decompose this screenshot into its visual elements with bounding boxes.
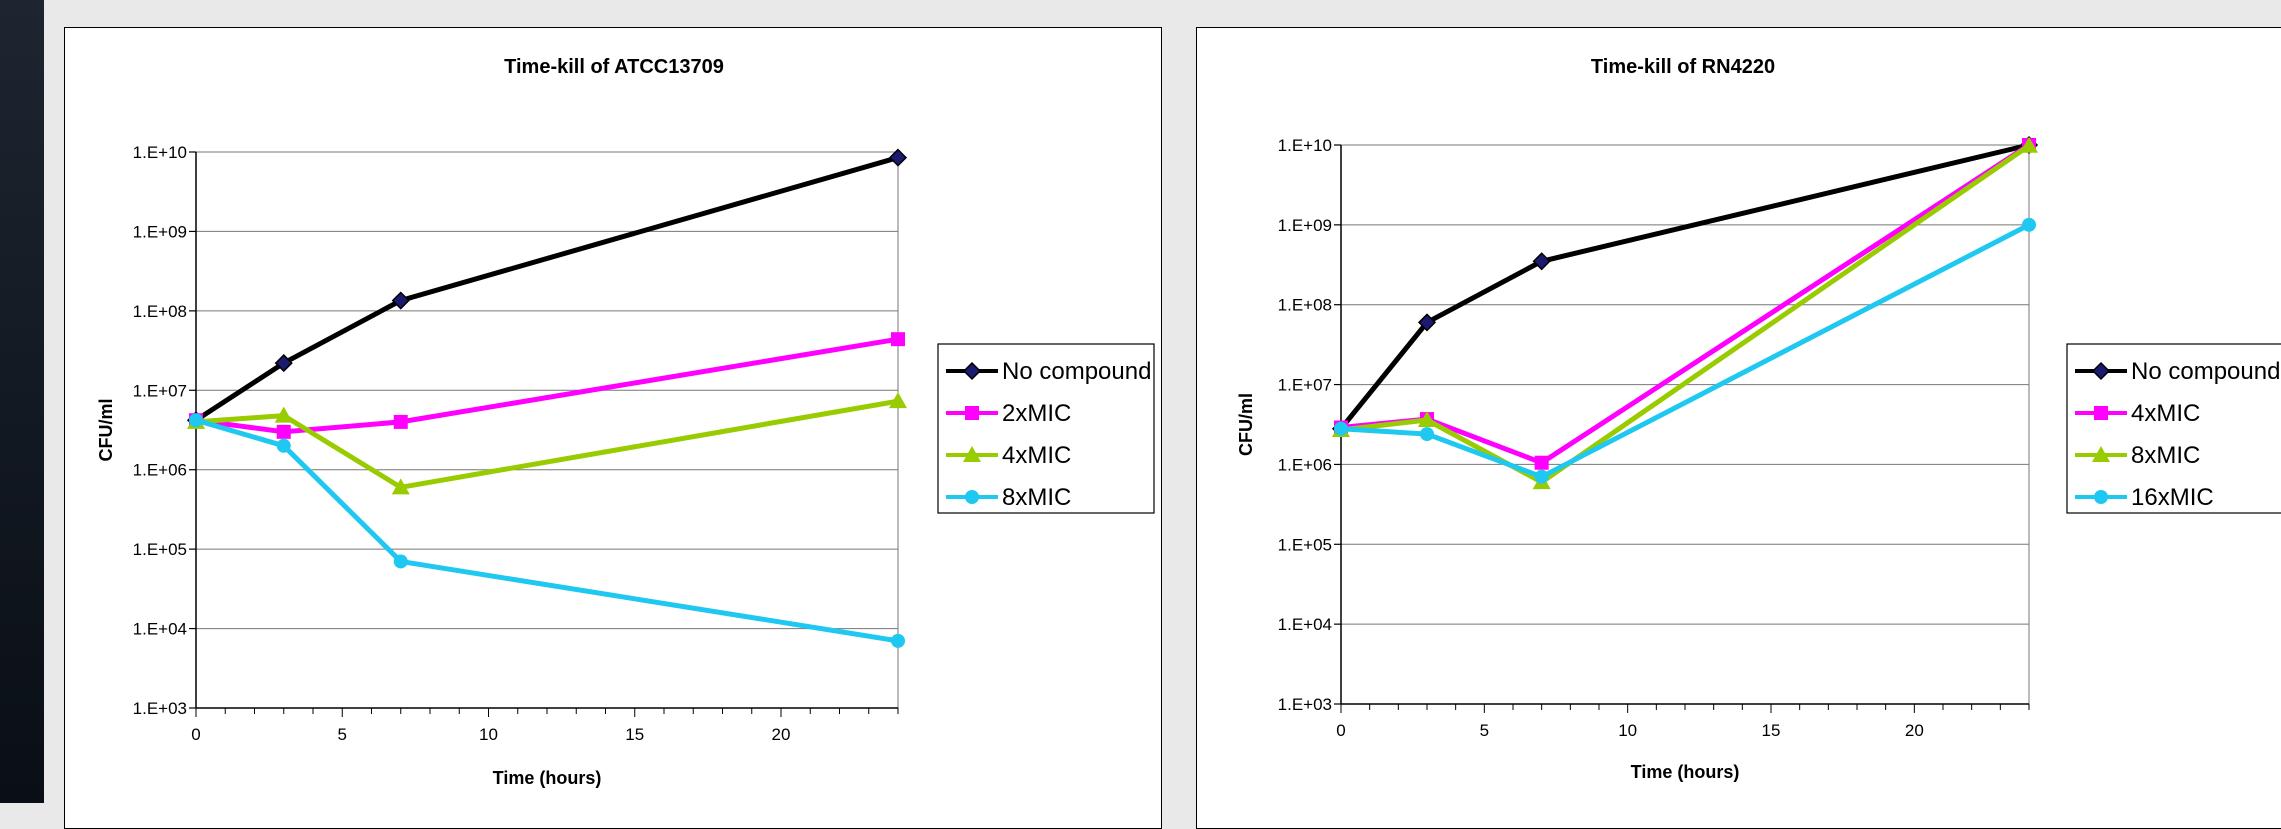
y-tick-label: 1.E+06 — [1278, 455, 1332, 474]
data-point — [274, 354, 293, 373]
x-tick-label: 0 — [191, 725, 200, 744]
legend-marker — [2092, 446, 2110, 462]
x-tick-label: 20 — [772, 725, 791, 744]
series-1 — [186, 148, 908, 430]
series-1 — [1331, 135, 2039, 438]
legend-label: No compound — [2131, 358, 2280, 385]
legend-label: 16xMIC — [2131, 484, 2214, 511]
x-tick-label: 15 — [1762, 721, 1781, 740]
y-tick-label: 1.E+09 — [1278, 216, 1332, 235]
series-line — [194, 155, 899, 423]
series-2 — [1334, 138, 2036, 470]
chart-panel-rn4220: Time-kill of RN4220 1.E+03 1.E+04 1.E+05 1.E… — [1196, 27, 2281, 829]
series-line — [1339, 142, 2030, 431]
legend-marker — [2091, 361, 2111, 381]
chart-title: Time-kill of RN4220 — [1591, 56, 1775, 78]
data-point — [1534, 469, 1549, 484]
y-tick-label: 1.E+04 — [1278, 615, 1332, 634]
dark-background-edge — [0, 0, 44, 803]
y-tick-label: 1.E+05 — [1278, 535, 1332, 554]
series-3 — [187, 392, 907, 495]
y-tick-label: 1.E+10 — [1278, 136, 1332, 155]
y-axis-label: CFU/ml — [1236, 393, 1256, 456]
chart-atcc13709: Time-kill of ATCC13709 1.E+03 1.E+04 1.E+05… — [96, 56, 1155, 788]
data-point — [1418, 411, 1436, 428]
data-point — [1417, 313, 1437, 332]
x-tick-label: 15 — [625, 725, 644, 744]
series-line — [195, 398, 899, 490]
legend-label: 8xMIC — [1002, 484, 1071, 511]
data-point — [1334, 421, 1348, 436]
data-point — [1534, 455, 1549, 470]
x-tick-label: 5 — [1480, 721, 1489, 740]
series-line — [1340, 143, 2031, 485]
legend-label: 4xMIC — [2131, 400, 2200, 427]
data-point — [2020, 136, 2038, 153]
legend-item: 4xMIC — [946, 442, 1071, 469]
data-point — [1420, 427, 1434, 442]
data-point — [888, 148, 908, 167]
legend-item: 8xMIC — [2075, 442, 2200, 469]
series-4 — [189, 413, 905, 648]
legend-marker — [965, 490, 979, 504]
data-point — [1532, 252, 1551, 271]
x-tick-label: 10 — [1618, 721, 1637, 740]
series-line — [1340, 222, 2031, 480]
data-point — [391, 291, 410, 310]
y-tick-label: 1.E+07 — [1278, 376, 1332, 395]
data-point — [2022, 217, 2036, 232]
data-point — [891, 332, 905, 347]
legend: No compound 4xMIC 8xMIC 16xMIC — [2066, 343, 2281, 514]
y-tick-label: 1.E+08 — [1278, 296, 1332, 315]
series-4 — [1334, 217, 2036, 484]
legend-marker — [2094, 490, 2108, 504]
x-tick-label: 0 — [1336, 721, 1345, 740]
legend-item: 16xMIC — [2075, 484, 2214, 511]
legend-marker — [963, 446, 981, 462]
x-axis-label: Time (hours) — [493, 768, 602, 788]
legend-label: 8xMIC — [2131, 442, 2200, 469]
y-tick-label: 1.E+08 — [133, 302, 187, 321]
data-point — [391, 478, 410, 495]
x-tick-label: 5 — [338, 725, 347, 744]
series-line — [1340, 142, 2031, 466]
legend-label: No compound — [1002, 358, 1151, 385]
legend-item: 8xMIC — [946, 484, 1071, 511]
x-tick-label: 10 — [479, 725, 498, 744]
legend-label: 4xMIC — [1002, 442, 1071, 469]
chart-rn4220: Time-kill of RN4220 1.E+03 1.E+04 1.E+05 1.E… — [1236, 56, 2281, 782]
y-tick-label: 1.E+10 — [133, 143, 187, 162]
y-tick-label: 1.E+09 — [133, 222, 187, 241]
y-tick-label: 1.E+06 — [133, 461, 187, 480]
legend-marker — [965, 406, 979, 420]
y-tick-label: 1.E+03 — [1278, 695, 1332, 714]
data-point — [276, 438, 291, 453]
legend: No compound 2xMIC 4xMIC 8xMIC — [937, 343, 1155, 514]
data-point — [889, 392, 907, 409]
legend-item: No compound — [946, 358, 1151, 385]
data-point — [276, 424, 291, 439]
y-tick-label: 1.E+03 — [133, 699, 187, 718]
data-point — [393, 414, 408, 429]
legend-marker — [962, 361, 982, 381]
legend-marker — [2094, 406, 2108, 420]
y-tick-label: 1.E+04 — [133, 620, 187, 639]
data-point — [393, 554, 408, 569]
x-tick-label: 20 — [1905, 721, 1924, 740]
x-axis-label: Time (hours) — [1631, 762, 1740, 782]
data-point — [891, 633, 905, 648]
chart-title: Time-kill of ATCC13709 — [504, 56, 724, 78]
series-line — [195, 336, 899, 435]
y-tick-label: 1.E+07 — [133, 381, 187, 400]
series-line — [195, 417, 899, 644]
legend-item: 2xMIC — [946, 400, 1071, 427]
y-axis-label: CFU/ml — [96, 399, 116, 462]
legend-item: No compound — [2075, 358, 2280, 385]
data-point — [189, 413, 203, 428]
chart-panel-atcc13709: Time-kill of ATCC13709 1.E+03 1.E+04 1.E+05… — [64, 27, 1162, 829]
legend-label: 2xMIC — [1002, 400, 1071, 427]
y-tick-label: 1.E+05 — [133, 540, 187, 559]
data-point — [274, 406, 293, 423]
legend-item: 4xMIC — [2075, 400, 2200, 427]
